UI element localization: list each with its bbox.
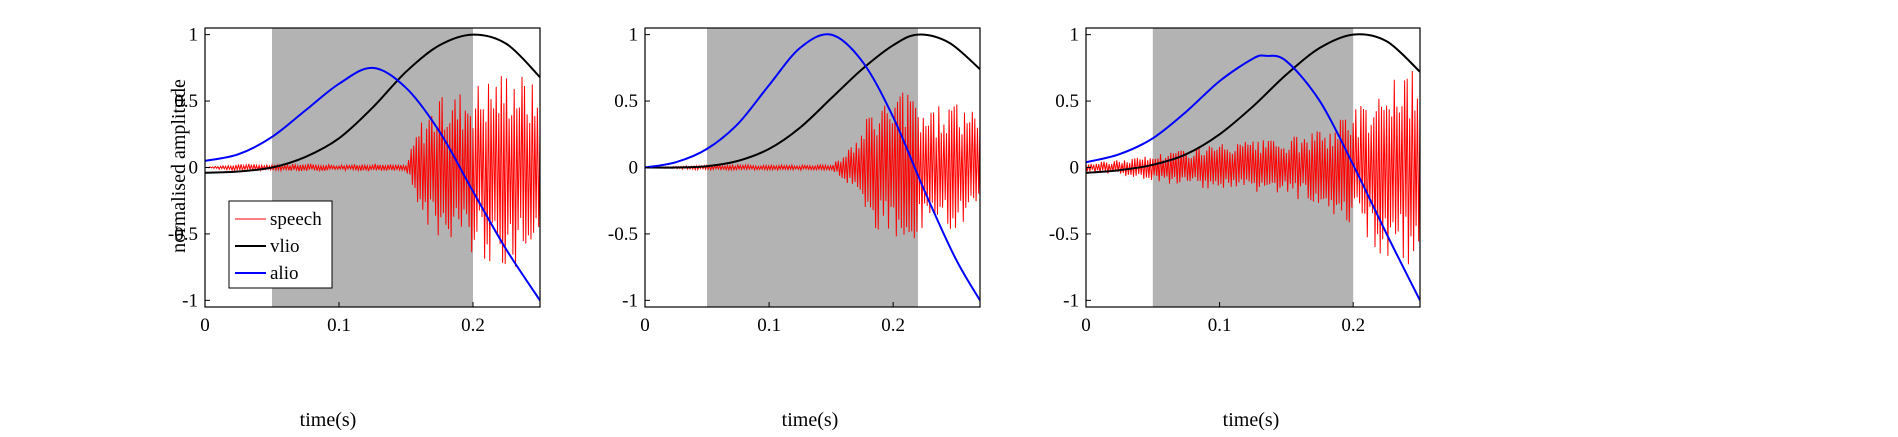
y-tick-label: 0 — [629, 158, 639, 179]
x-tick-label: 0.2 — [881, 315, 905, 336]
legend-label-speech: speech — [270, 209, 322, 230]
series-alio-line — [1086, 54, 1420, 301]
x-tick-label: 0.2 — [1341, 315, 1365, 336]
x-axis-label: time(s) — [1223, 409, 1280, 431]
legend-label-alio: alio — [270, 263, 299, 284]
y-tick-label: 1 — [1070, 25, 1080, 46]
y-tick-label: 0.5 — [174, 91, 198, 112]
series-vlio-line — [645, 33, 980, 169]
series-speech-line — [1086, 70, 1420, 265]
y-tick-label: 0 — [189, 158, 199, 179]
legend-label-vlio: vlio — [270, 236, 300, 257]
x-tick-label: 0.1 — [757, 315, 781, 336]
y-tick-label: 0.5 — [614, 91, 638, 112]
chart-panel-right: time(s) 0 0.1 0.2 -1 -0.5 0 0.5 1 — [1049, 25, 1421, 431]
y-tick-label: 1 — [189, 25, 199, 46]
y-tick-label: 1 — [629, 25, 639, 46]
x-tick-label: 0 — [640, 315, 650, 336]
y-tick-label: -0.5 — [608, 224, 638, 245]
y-tick-label: 0.5 — [1055, 91, 1079, 112]
x-tick-label: 0.1 — [1208, 315, 1232, 336]
x-axis-label: time(s) — [300, 409, 357, 431]
chart-panel-middle: time(s) 0 0.1 0.2 -1 -0.5 0 0.5 1 — [608, 25, 981, 431]
y-tick-label: 0 — [1070, 158, 1080, 179]
series-vlio-line — [205, 33, 540, 174]
series-alio-line — [205, 66, 540, 301]
y-tick-label: -0.5 — [1049, 224, 1079, 245]
x-tick-label: 0.2 — [461, 315, 485, 336]
series-vlio-line — [1086, 33, 1420, 174]
y-axis-label: normalised amplitude — [168, 79, 190, 253]
legend: speech vlio alio — [228, 200, 333, 289]
x-tick-label: 0.1 — [327, 315, 351, 336]
x-tick-label: 0 — [200, 315, 210, 336]
shaded-interval — [1152, 28, 1354, 307]
chart-panel-left: normalised amplitude time(s) 0 0.1 0.2 -1 -0… — [168, 25, 541, 431]
x-tick-label: 0 — [1081, 315, 1091, 336]
series-alio-line — [645, 33, 980, 301]
y-tick-label: -1 — [1063, 290, 1079, 311]
y-tick-label: -0.5 — [168, 224, 198, 245]
x-axis-label: time(s) — [782, 409, 839, 431]
y-tick-label: -1 — [622, 290, 638, 311]
y-tick-label: -1 — [182, 290, 198, 311]
